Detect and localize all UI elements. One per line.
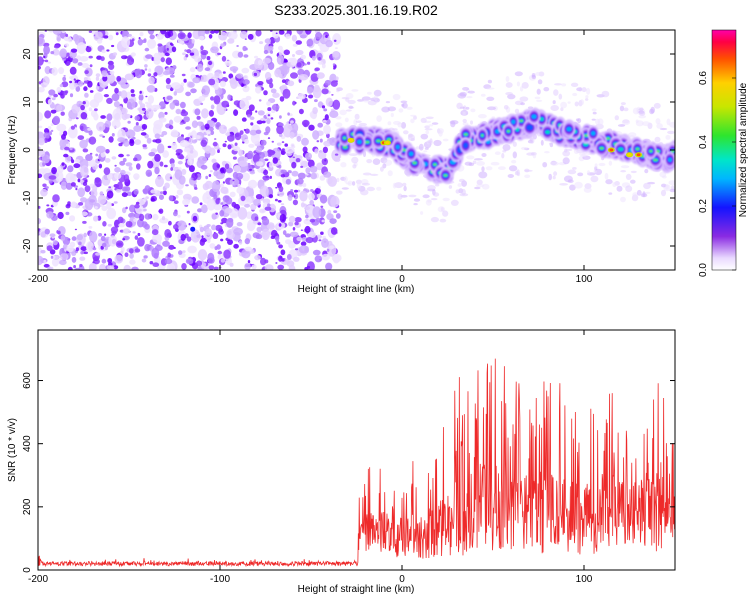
colorbar-axis: 0.0 0.2 0.4 0.6 bbox=[698, 71, 736, 277]
snr-x-label: Height of straight line (km) bbox=[298, 584, 415, 595]
spectrogram-y-tick-label: -10 bbox=[22, 190, 33, 205]
spectrogram-y-tick-label: 0 bbox=[22, 147, 33, 153]
spectrogram-x-tick-label: 100 bbox=[576, 274, 593, 285]
spectrogram-image bbox=[38, 30, 675, 270]
snr-y-tick-label: 0 bbox=[22, 567, 33, 573]
snr-panel: -200 -100 0 100 0 200 400 600 Height of straig… bbox=[7, 329, 676, 595]
spectrogram-x-label: Height of straight line (km) bbox=[298, 284, 415, 295]
snr-frame bbox=[37, 329, 676, 571]
snr-y-tick-label: 200 bbox=[22, 498, 33, 515]
spectrogram-x-tick-label: -100 bbox=[210, 274, 230, 285]
colorbar-tick-label: 0.4 bbox=[698, 135, 709, 149]
colorbar-tick-label: 0.0 bbox=[698, 263, 709, 277]
colorbar-tick-label: 0.6 bbox=[698, 71, 709, 85]
noise-speckle bbox=[38, 30, 342, 270]
spectrogram-y-tick-label: -20 bbox=[22, 238, 33, 253]
spectrogram-y-axis: -20 -10 0 10 20 bbox=[22, 48, 675, 253]
snr-y-tick-label: 400 bbox=[22, 435, 33, 452]
signal-band bbox=[334, 71, 675, 223]
colorbar-label: Normalized spectral amplitude bbox=[738, 82, 749, 217]
hot-spot-core bbox=[349, 138, 354, 142]
snr-y-axis: 0 200 400 600 bbox=[22, 372, 675, 573]
spectrogram-x-axis: -200 -100 0 100 bbox=[28, 30, 593, 285]
spectrogram-y-label: Frequency (Hz) bbox=[7, 116, 18, 185]
spectrogram-x-tick-label: 0 bbox=[399, 274, 405, 285]
snr-x-axis: -200 -100 0 100 bbox=[28, 330, 593, 585]
chart-title: S233.2025.301.16.19.R02 bbox=[274, 2, 438, 18]
colorbar-tick-label: 0.2 bbox=[698, 199, 709, 213]
colorbar-gradient bbox=[712, 30, 736, 270]
spectrogram-y-tick-label: 10 bbox=[22, 96, 33, 108]
hot-spot-core bbox=[627, 153, 632, 157]
snr-y-tick-label: 600 bbox=[22, 372, 33, 389]
hot-spot-core bbox=[385, 141, 390, 145]
snr-x-tick-label: 0 bbox=[399, 574, 405, 585]
spectrogram-y-tick-label: 20 bbox=[22, 48, 33, 60]
snr-x-tick-label: 100 bbox=[576, 574, 593, 585]
colorbar: 0.0 0.2 0.4 0.6 Normalized spectral amplitu… bbox=[698, 29, 749, 277]
snr-x-tick-label: -100 bbox=[210, 574, 230, 585]
snr-x-tick-label: -200 bbox=[28, 574, 48, 585]
colorbar-frame bbox=[711, 29, 737, 271]
hot-spot-core bbox=[636, 153, 641, 157]
snr-y-label: SNR (10 * v/v) bbox=[7, 418, 18, 482]
spectrogram-x-tick-label: -200 bbox=[28, 274, 48, 285]
snr-series-line bbox=[38, 358, 675, 568]
hot-spot-core bbox=[609, 148, 614, 152]
noise-blob bbox=[190, 226, 196, 232]
